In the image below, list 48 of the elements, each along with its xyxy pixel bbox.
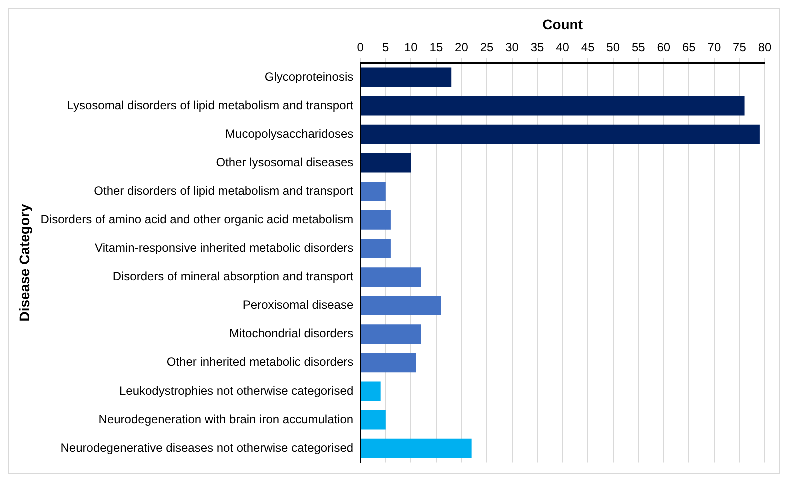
x-tick-label: 5 — [382, 40, 390, 54]
bar — [361, 239, 391, 258]
bar — [361, 410, 386, 430]
bar — [361, 382, 381, 402]
y-tick-label: Leukodystrophies not otherwise categorised — [119, 384, 354, 398]
x-tick-label: 55 — [632, 40, 646, 54]
x-tick-label: 70 — [708, 40, 722, 54]
bar — [361, 268, 422, 287]
y-tick-label: Lysosomal disorders of lipid metabolism and transport — [67, 98, 354, 112]
x-tick-label: 30 — [506, 40, 520, 54]
x-tick-label: 25 — [480, 40, 494, 54]
x-tick-label: 20 — [455, 40, 469, 54]
y-tick-label: Glycoproteinosis — [264, 70, 354, 84]
bar — [361, 210, 391, 230]
y-tick-label: Disorders of mineral absorption and transport — [112, 270, 354, 284]
y-tick-label: Other lysosomal diseases — [216, 155, 354, 170]
bar — [361, 153, 412, 173]
bar — [361, 182, 386, 202]
x-tick-label: 65 — [682, 40, 696, 54]
y-tick-label: Mitochondrial disorders — [230, 326, 354, 341]
x-tick-label: 60 — [657, 40, 671, 54]
chart-frame: Count Disease Category 0 5 10 15 20 25 30 35 40 45 50 55 60 65 70 75 80 Glycoproteinosis Lysosomal disorders of lipid metabolism and transport Mucopolysaccharidoses Other lysosomal diseases Other disorders of lipid metabolism and transport Disorders of amino acid and other organic acid metabolism Vitamin-responsive inherited metabolic disorders Disorders of mineral absorption and transport Peroxisomal disease Mitochondrial disorders Other inherited metabolic disorders Leukodystrophies not otherwise categorised Neurodegeneration with brain iron accumulation Neurodegenerative diseases not otherwise categorised — [8, 8, 780, 474]
y-axis-title: Disease Category — [16, 204, 32, 322]
x-tick-label: 45 — [581, 40, 596, 54]
x-tick-label: 10 — [404, 40, 418, 54]
x-axis-title: Count — [542, 16, 584, 32]
bar — [361, 353, 416, 373]
bar — [361, 124, 760, 144]
x-tick-label: 0 — [357, 40, 364, 54]
y-tick-label: Other inherited metabolic disorders — [166, 355, 354, 370]
y-tick-label: Vitamin-responsive inherited metabolic disorders — [95, 241, 354, 256]
x-tick-label: 40 — [556, 40, 570, 54]
y-tick-label: Neurodegenerative diseases not otherwise categorised — [60, 440, 354, 455]
x-tick-label: 15 — [430, 40, 444, 54]
y-tick-label: Other disorders of lipid metabolism and transport — [94, 184, 354, 198]
bar — [361, 438, 472, 458]
bar — [361, 96, 745, 116]
x-tick-label: 35 — [530, 40, 545, 54]
bar — [361, 324, 422, 344]
y-tick-label: Mucopolysaccharidoses — [226, 126, 354, 141]
x-tick-label: 50 — [606, 40, 620, 54]
x-tick-label: 80 — [758, 40, 772, 54]
x-tick-label: 75 — [733, 40, 747, 54]
y-tick-label: Peroxisomal disease — [242, 298, 354, 312]
y-tick-label: Neurodegeneration with brain iron accumulation — [98, 412, 354, 426]
bar — [361, 296, 442, 316]
y-tick-label: Disorders of amino acid and other organic acid metabolism — [40, 212, 354, 226]
bar — [361, 68, 452, 88]
